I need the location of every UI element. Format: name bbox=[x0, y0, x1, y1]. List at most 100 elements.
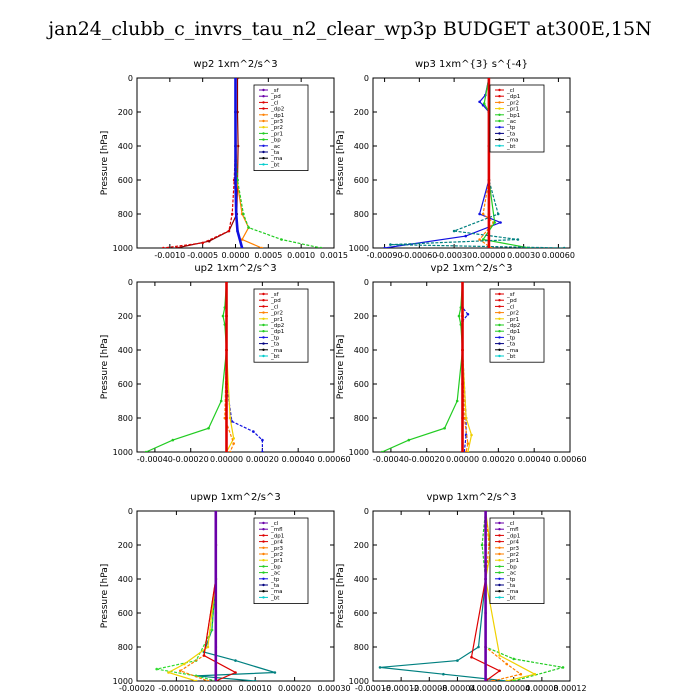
y-axis-label: Pressure [hPa] bbox=[336, 131, 346, 196]
x-tick-label: -0.00010 bbox=[158, 684, 194, 693]
legend-marker bbox=[498, 144, 501, 147]
series-point bbox=[457, 314, 461, 318]
panel-5: upwp 1xm^2/s^3 0 200 400 600 800 1000 Pressure … bbox=[100, 492, 351, 693]
series-line bbox=[203, 511, 237, 681]
legend-label: _pr2 bbox=[270, 125, 283, 131]
legend-label: _ac bbox=[270, 571, 280, 577]
series-point bbox=[225, 416, 228, 420]
series-point bbox=[221, 314, 225, 318]
series-point bbox=[234, 671, 237, 674]
x-tick-label: -0.00008 bbox=[411, 684, 447, 693]
series-line bbox=[156, 511, 217, 681]
series-point bbox=[484, 679, 487, 681]
series-line bbox=[166, 511, 217, 681]
legend-label: _dp1 bbox=[270, 113, 284, 119]
series-point bbox=[247, 226, 250, 229]
legend-marker bbox=[498, 577, 501, 580]
y-axis-label: Pressure [hPa] bbox=[100, 335, 110, 400]
y-tick-label: 800 bbox=[118, 414, 133, 423]
legend-marker bbox=[498, 323, 501, 327]
series-point bbox=[461, 416, 464, 420]
x-tick-label: 0.00020 bbox=[482, 455, 515, 464]
y-tick-label: 400 bbox=[118, 142, 133, 151]
series-point bbox=[236, 178, 239, 182]
series-point bbox=[496, 212, 500, 216]
y-tick-label: 200 bbox=[354, 108, 369, 117]
legend-label: _sf bbox=[270, 292, 280, 298]
panel-4: vp2 1xm^2/s^3 0 200 400 600 800 1000 Pressure [… bbox=[336, 263, 587, 464]
legend-marker bbox=[498, 113, 501, 117]
legend-label: _dp1 bbox=[270, 533, 284, 539]
y-tick-label: 800 bbox=[354, 643, 369, 652]
y-tick-label: 400 bbox=[118, 575, 133, 584]
series-point bbox=[487, 178, 491, 182]
legend-marker bbox=[498, 559, 501, 562]
series-point bbox=[179, 669, 182, 673]
legend-label: _bt bbox=[506, 354, 516, 360]
legend-marker bbox=[262, 571, 265, 574]
y-tick-label: 600 bbox=[354, 609, 369, 618]
x-tick-label: -0.00016 bbox=[355, 684, 391, 693]
legend-marker bbox=[262, 144, 265, 147]
legend-marker bbox=[262, 583, 265, 587]
legend-label: _pr1 bbox=[270, 131, 283, 137]
y-tick-label: 0 bbox=[128, 507, 133, 516]
legend-label: _pr3 bbox=[270, 119, 284, 125]
legend-marker bbox=[262, 590, 265, 593]
x-tick-label: 0.00004 bbox=[497, 684, 530, 693]
y-tick-label: 600 bbox=[118, 380, 133, 389]
y-tick-label: 800 bbox=[354, 414, 369, 423]
legend-marker bbox=[262, 552, 265, 556]
series-point bbox=[228, 416, 232, 420]
legend-marker bbox=[498, 95, 501, 98]
legend-label: _pd bbox=[270, 94, 281, 100]
legend-label: _cl bbox=[270, 100, 279, 106]
panel-title: up2 1xm^2/s^3 bbox=[194, 263, 276, 274]
series-point bbox=[464, 416, 468, 420]
panel-2: wp3 1xm^{3} s^{-4} 0 200 400 600 800 1000 Press… bbox=[336, 59, 575, 260]
series-line bbox=[176, 78, 239, 248]
legend-marker bbox=[262, 565, 265, 568]
series-point bbox=[225, 314, 228, 318]
series-point bbox=[228, 450, 232, 452]
y-tick-label: 400 bbox=[354, 346, 369, 355]
x-tick-label: -0.00012 bbox=[383, 684, 419, 693]
series-point bbox=[236, 78, 239, 80]
legend-marker bbox=[498, 596, 501, 599]
series-point bbox=[498, 669, 501, 673]
legend-label: _ma bbox=[506, 589, 518, 595]
legend-marker bbox=[262, 559, 265, 562]
x-tick-label: -0.00060 bbox=[401, 251, 437, 260]
x-tick-label: 0.00040 bbox=[282, 455, 315, 464]
x-tick-label: -0.00020 bbox=[119, 684, 155, 693]
series-line bbox=[234, 78, 244, 248]
legend-label: _pr1 bbox=[506, 107, 519, 113]
series-point bbox=[478, 212, 481, 216]
legend-label: _bp bbox=[270, 564, 281, 570]
series-point bbox=[533, 672, 537, 676]
series-line bbox=[225, 282, 263, 452]
legend-marker bbox=[262, 292, 265, 296]
x-tick-label: 0.00020 bbox=[246, 455, 279, 464]
plot-frame bbox=[372, 510, 571, 682]
legend-label: _pr2 bbox=[270, 311, 283, 317]
legend-label: _pr2 bbox=[506, 311, 519, 317]
legend-label: _pd bbox=[506, 298, 517, 304]
legend-marker bbox=[262, 107, 265, 110]
legend-label: _pr2 bbox=[506, 100, 519, 106]
legend-marker bbox=[262, 577, 265, 580]
legend-marker bbox=[498, 126, 501, 129]
series-point bbox=[214, 577, 218, 581]
series-line bbox=[379, 511, 507, 681]
plot-frame bbox=[136, 510, 335, 682]
series-point bbox=[232, 437, 235, 440]
y-tick-label: 200 bbox=[118, 312, 133, 321]
series-group bbox=[383, 78, 566, 248]
series-point bbox=[516, 238, 520, 241]
series-point bbox=[464, 450, 468, 452]
legend-label: _ac bbox=[270, 144, 280, 150]
series-point bbox=[466, 442, 470, 445]
series-point bbox=[234, 212, 238, 216]
x-tick-label: 0.00000 bbox=[472, 251, 505, 260]
legend-marker bbox=[262, 521, 265, 525]
